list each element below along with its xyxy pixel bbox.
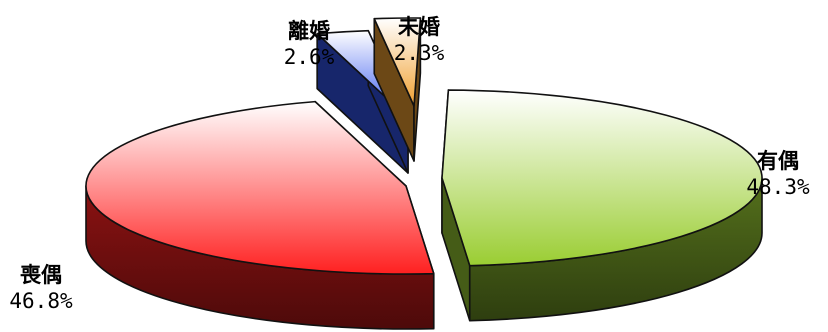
label-sangou: 喪偶 46.8% — [0, 262, 82, 314]
label-youou: 有偶 48.3% — [737, 148, 819, 200]
pie-slice-top — [441, 89, 763, 267]
category-label: 有偶 — [757, 148, 799, 173]
value-label: 48.3% — [746, 175, 810, 199]
pie-slice-top — [373, 17, 422, 107]
pie-slice-3 — [373, 17, 422, 162]
category-label: 離婚 — [288, 18, 330, 43]
category-label: 喪偶 — [20, 262, 62, 287]
pie-slice-1 — [85, 100, 435, 330]
value-label: 2.3% — [393, 41, 445, 65]
category-label: 未婚 — [398, 14, 440, 39]
value-label: 2.6% — [283, 45, 335, 69]
pie-slice-0 — [441, 89, 763, 322]
value-label: 46.8% — [9, 289, 73, 313]
label-weihun: 未婚 2.3% — [378, 14, 460, 66]
label-lihun: 離婚 2.6% — [268, 18, 350, 70]
pie-slice-top — [85, 100, 435, 275]
